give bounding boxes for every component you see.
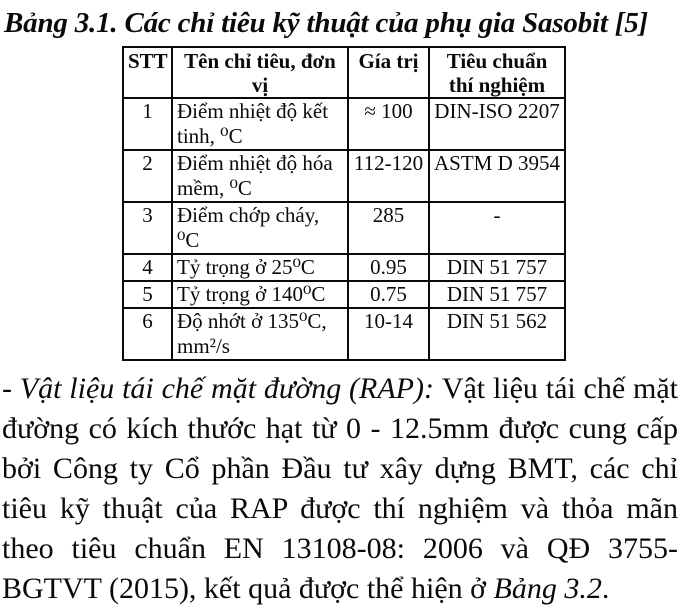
table-row: 4 Tỷ trọng ở 25⁰C 0.95 DIN 51 757 <box>122 253 566 282</box>
paragraph-lead-italic: - Vật liệu tái chế mặt đường (RAP): <box>2 372 442 405</box>
cell-value: 10-14 <box>347 307 430 361</box>
col-header-stt: STT <box>122 46 173 99</box>
table-row: 3 Điểm chớp cháy, ⁰C 285 - <box>122 201 566 255</box>
table-row: 2 Điểm nhiệt độ hóa mềm, ⁰C 112-120 ASTM… <box>122 149 566 203</box>
cell-standard: ASTM D 3954 <box>428 149 566 203</box>
cell-standard: DIN 51 757 <box>428 280 566 309</box>
cell-name: Độ nhớt ở 135⁰C, mm²/s <box>171 307 349 361</box>
cell-standard: DIN 51 562 <box>428 307 566 361</box>
body-paragraph: - Vật liệu tái chế mặt đường (RAP): Vật … <box>2 369 678 609</box>
cell-value: 0.95 <box>347 253 430 282</box>
table-reference: Bảng 3.2 <box>493 572 602 605</box>
col-header-name: Tên chỉ tiêu, đơn vị <box>171 46 349 99</box>
cell-value: 285 <box>347 201 430 255</box>
cell-standard: DIN 51 757 <box>428 253 566 282</box>
cell-standard: - <box>428 201 566 255</box>
cell-stt: 4 <box>122 253 173 282</box>
col-header-standard: Tiêu chuẩn thí nghiệm <box>428 46 566 99</box>
cell-name: Điểm nhiệt độ hóa mềm, ⁰C <box>171 149 349 203</box>
paragraph-body-text: Vật liệu tái chế mặt đường có kích thước… <box>2 372 678 605</box>
cell-value: 112-120 <box>347 149 430 203</box>
table-row: 5 Tỷ trọng ở 140⁰C 0.75 DIN 51 757 <box>122 280 566 309</box>
cell-stt: 1 <box>122 97 173 151</box>
paragraph-period: . <box>601 572 610 605</box>
cell-stt: 3 <box>122 201 173 255</box>
col-header-value: Gía trị <box>347 46 430 99</box>
cell-stt: 2 <box>122 149 173 203</box>
table-header-row: STT Tên chỉ tiêu, đơn vị Gía trị Tiêu ch… <box>122 46 566 99</box>
cell-name: Tỷ trọng ở 25⁰C <box>171 253 349 282</box>
cell-name: Tỷ trọng ở 140⁰C <box>171 280 349 309</box>
cell-stt: 6 <box>122 307 173 361</box>
cell-stt: 5 <box>122 280 173 309</box>
table-row: 6 Độ nhớt ở 135⁰C, mm²/s 10-14 DIN 51 56… <box>122 307 566 361</box>
cell-value: 0.75 <box>347 280 430 309</box>
spec-table: STT Tên chỉ tiêu, đơn vị Gía trị Tiêu ch… <box>122 46 566 361</box>
cell-name: Điểm chớp cháy, ⁰C <box>171 201 349 255</box>
cell-name: Điểm nhiệt độ kết tinh, ⁰C <box>171 97 349 151</box>
cell-value: ≈ 100 <box>347 97 430 151</box>
table-caption: Bảng 3.1. Các chỉ tiêu kỹ thuật của phụ … <box>4 7 649 39</box>
table-row: 1 Điểm nhiệt độ kết tinh, ⁰C ≈ 100 DIN-I… <box>122 97 566 151</box>
cell-standard: DIN-ISO 2207 <box>428 97 566 151</box>
